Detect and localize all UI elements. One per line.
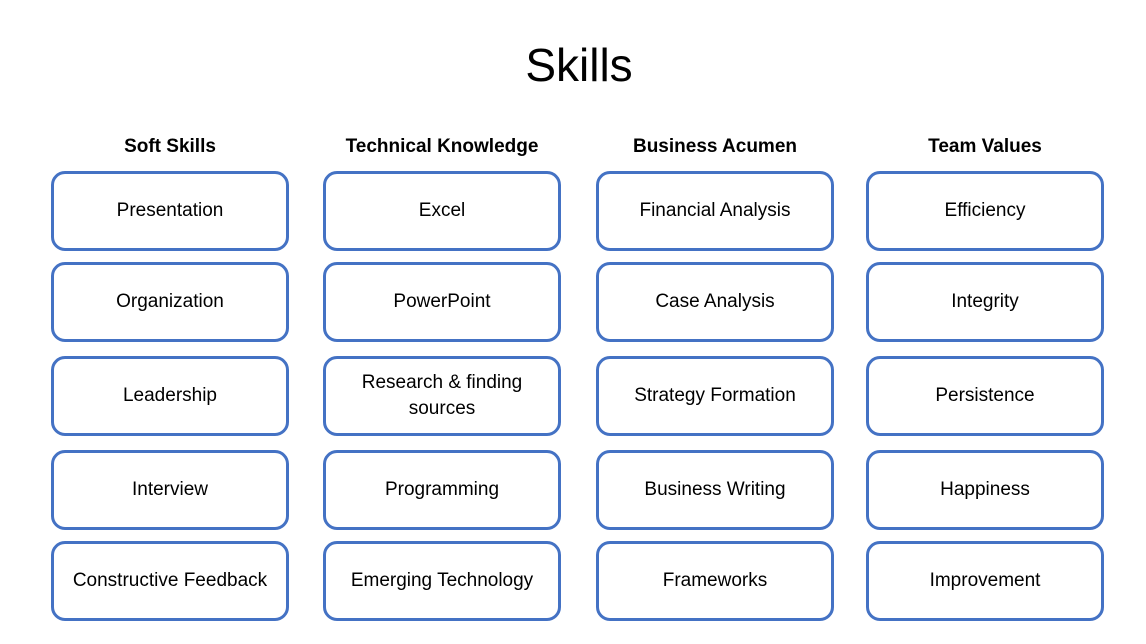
skill-box: Integrity (866, 262, 1104, 342)
skill-label: Research & finding sources (361, 372, 523, 419)
skill-box: Happiness (866, 450, 1104, 530)
skill-box: Leadership (51, 356, 289, 436)
skill-label: Organization (116, 291, 224, 312)
skill-box: Case Analysis (596, 262, 834, 342)
skill-label: Persistence (935, 385, 1035, 406)
skill-box: Business Writing (596, 450, 834, 530)
skill-label: PowerPoint (393, 291, 491, 312)
skill-label: Excel (418, 200, 466, 221)
skill-box: Presentation (51, 171, 289, 251)
skill-box: Constructive Feedback (51, 541, 289, 621)
skill-label: Programming (384, 479, 500, 500)
skill-label: Efficiency (944, 200, 1026, 221)
skill-label: Integrity (951, 291, 1019, 312)
skill-label: Business Writing (644, 479, 786, 500)
skill-box: Frameworks (596, 541, 834, 621)
skill-box: Research & finding sources (323, 356, 561, 436)
skill-label: Emerging Technology (350, 570, 534, 591)
skill-label: Case Analysis (655, 291, 775, 312)
skill-box: Improvement (866, 541, 1104, 621)
skill-label: Frameworks (662, 570, 768, 591)
skill-box: Financial Analysis (596, 171, 834, 251)
skill-box: Programming (323, 450, 561, 530)
skill-box: PowerPoint (323, 262, 561, 342)
skill-label: Improvement (929, 570, 1041, 591)
column-header: Team Values (928, 136, 1042, 157)
skill-label: Happiness (940, 479, 1030, 500)
skill-box: Efficiency (866, 171, 1104, 251)
skill-label: Strategy Formation (634, 385, 796, 406)
skill-box: Excel (323, 171, 561, 251)
skill-label: Financial Analysis (639, 200, 791, 221)
skill-box: Organization (51, 262, 289, 342)
skill-box: Persistence (866, 356, 1104, 436)
skill-box: Emerging Technology (323, 541, 561, 621)
column-header: Soft Skills (124, 136, 216, 157)
skill-box: Strategy Formation (596, 356, 834, 436)
page-title: Skills (525, 39, 633, 91)
column-header: Business Acumen (632, 136, 797, 157)
column-header: Technical Knowledge (345, 136, 539, 157)
skill-label: Leadership (122, 385, 218, 406)
skill-label: Presentation (116, 200, 224, 221)
skill-label: Interview (131, 479, 209, 500)
skill-label: Constructive Feedback (72, 570, 268, 591)
skill-box: Interview (51, 450, 289, 530)
